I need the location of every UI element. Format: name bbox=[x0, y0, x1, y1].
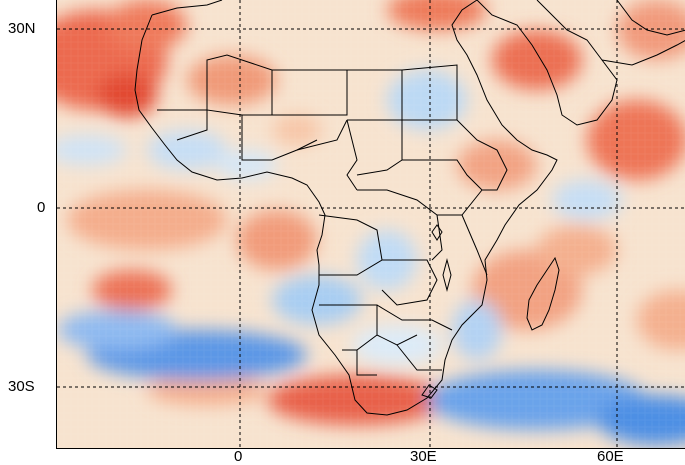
lon-label-60e: 60E bbox=[597, 448, 624, 465]
anomaly-map bbox=[57, 0, 685, 448]
lon-label-30e: 30E bbox=[410, 448, 437, 465]
graticule bbox=[57, 0, 685, 448]
lon-label-0: 0 bbox=[234, 448, 243, 465]
lat-label-30n: 30N bbox=[8, 20, 36, 37]
map-panel bbox=[56, 0, 685, 449]
lat-label-30s: 30S bbox=[8, 378, 35, 395]
coastlines bbox=[134, 0, 685, 416]
lat-label-equator: 0 bbox=[37, 199, 46, 216]
